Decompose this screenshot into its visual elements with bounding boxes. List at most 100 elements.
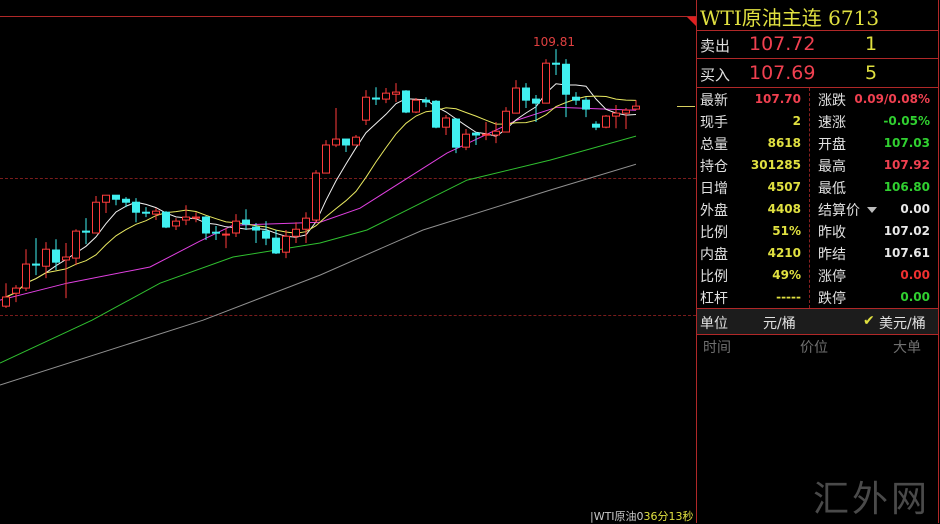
unit-selector[interactable]: 单位 元/桶 ✔ 美元/桶	[697, 308, 938, 335]
candle-body	[612, 112, 620, 117]
candle-body	[32, 263, 40, 266]
stat-value: 301285	[750, 158, 801, 172]
candle-body	[392, 91, 400, 95]
candle	[212, 225, 220, 241]
stat-value: 107.03	[883, 136, 930, 150]
candle-body	[102, 194, 110, 203]
candle	[352, 134, 360, 146]
candle-body	[532, 98, 540, 104]
candle	[542, 59, 550, 104]
quote-panel: WTI原油主连 6713 卖出 107.72 1 买入 107.69 5 最新 1…	[696, 0, 939, 523]
stats-row: 最新 107.70 涨跌 0.09/0.08%	[697, 88, 938, 110]
candle-body	[12, 287, 20, 294]
stat-label: 昨结	[818, 247, 846, 263]
candle-body	[412, 99, 420, 113]
candle-body	[82, 230, 90, 233]
candle	[122, 197, 130, 208]
footer-status: |WTI原油036分13秒	[590, 508, 694, 524]
candle-body	[242, 219, 250, 225]
candle	[502, 107, 510, 133]
candle	[202, 215, 210, 241]
dropdown-caret-icon[interactable]	[867, 207, 877, 213]
candle	[622, 107, 630, 130]
candle-body	[72, 230, 80, 259]
stats-row: 持仓 301285 最高 107.92	[697, 154, 938, 176]
candle	[422, 97, 430, 108]
bid-qty: 5	[865, 62, 878, 84]
candle	[602, 115, 610, 129]
candle	[412, 98, 420, 114]
stat-value: 4507	[767, 180, 801, 194]
stats-column-divider	[809, 88, 810, 308]
ma-line-ma10	[5, 95, 637, 298]
candle	[192, 212, 200, 223]
candle	[272, 230, 280, 255]
stat-label: 总量	[700, 137, 728, 153]
candle	[362, 90, 370, 126]
candle	[312, 170, 320, 224]
stat-label: 比例	[700, 269, 728, 285]
candle-body	[312, 172, 320, 221]
ask-price: 107.72	[749, 33, 816, 55]
stat-label: 最低	[818, 181, 846, 197]
candle	[372, 87, 380, 106]
candle-body	[542, 62, 550, 104]
candle-body	[162, 211, 170, 228]
candlestick-chart[interactable]: 109.81 |WTI原油036分13秒	[0, 0, 696, 523]
candle-body	[232, 220, 240, 234]
trades-header-big: 大单	[893, 340, 921, 356]
stat-value: 0.09/0.08%	[854, 92, 930, 106]
candle	[222, 228, 230, 249]
trades-header-time: 时间	[703, 340, 731, 356]
stat-label: 跌停	[818, 291, 846, 307]
candle	[572, 92, 580, 106]
footer-countdown: 36分13秒	[643, 510, 694, 523]
candle-body	[282, 235, 290, 253]
bid-price: 107.69	[749, 62, 816, 84]
stat-label: 结算价	[818, 203, 860, 219]
candle-body	[402, 90, 410, 113]
stat-label: 涨跌	[818, 93, 846, 109]
candle-body	[362, 96, 370, 121]
ma-line-ma5	[5, 83, 637, 298]
stats-row: 外盘 4408 结算价 0.00	[697, 198, 938, 220]
candle	[12, 285, 20, 303]
stats-row: 总量 8618 开盘 107.03	[697, 132, 938, 154]
instrument-name: WTI原油主连	[700, 6, 822, 30]
candle-body	[582, 99, 590, 110]
candle-body	[2, 296, 10, 307]
candle-body	[262, 230, 270, 239]
unit-option-cny[interactable]: 元/桶	[763, 316, 796, 332]
candle-body	[462, 133, 470, 148]
unit-option-usd[interactable]: 美元/桶	[879, 316, 926, 332]
candle-body	[172, 220, 180, 227]
stat-label: 比例	[700, 225, 728, 241]
candle-body	[22, 263, 30, 289]
candle-body	[372, 97, 380, 100]
price-plot: 109.81	[0, 35, 640, 386]
stat-value: 107.92	[883, 158, 930, 172]
candle-body	[492, 130, 500, 136]
candle	[252, 223, 260, 243]
reference-line-lower	[0, 315, 696, 316]
candle-body	[432, 100, 440, 128]
candle-body	[202, 216, 210, 234]
stat-value: -0.05%	[883, 114, 930, 128]
candle	[552, 49, 560, 76]
candle	[382, 88, 390, 104]
candle	[262, 221, 270, 246]
check-icon: ✔	[863, 313, 875, 329]
bid-label: 买入	[700, 66, 731, 84]
stat-value: 2	[792, 114, 801, 128]
stat-label: 开盘	[818, 137, 846, 153]
candle-body	[92, 201, 100, 234]
divider	[697, 87, 938, 88]
candle	[112, 194, 120, 206]
candle	[332, 107, 340, 148]
candle-body	[552, 62, 560, 65]
candle-body	[502, 110, 510, 133]
stats-row: 日增 4507 最低 106.80	[697, 176, 938, 198]
candle	[612, 105, 620, 129]
instrument-code: 6713	[828, 6, 880, 30]
candle	[292, 222, 300, 243]
